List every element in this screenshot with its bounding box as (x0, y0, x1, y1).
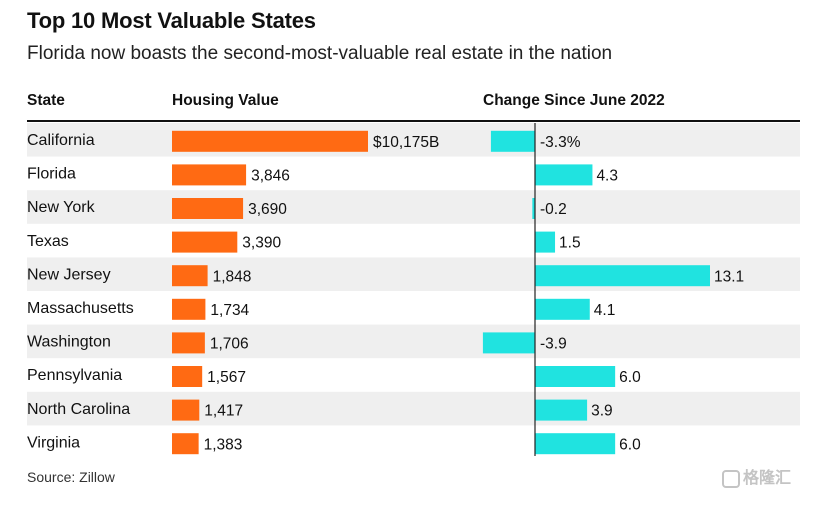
change-label: 13.1 (714, 268, 744, 285)
change-bar (535, 265, 710, 287)
change-label: -3.3% (540, 134, 581, 151)
change-bar (535, 298, 590, 320)
change-label: 6.0 (619, 436, 641, 453)
state-label: Virginia (27, 434, 80, 451)
row-stripe (27, 391, 800, 426)
state-label: Massachusetts (27, 300, 134, 317)
housing-value-label: 1,383 (204, 436, 243, 453)
housing-value-bar (172, 366, 203, 387)
housing-value-bar (172, 265, 208, 287)
state-label: New Jersey (27, 266, 111, 283)
state-label: Florida (27, 166, 76, 183)
chart-title: Top 10 Most Valuable States (27, 8, 316, 33)
chart-subtitle: Florida now boasts the second-most-valua… (27, 43, 613, 64)
housing-value-bar (172, 399, 200, 421)
state-label: New York (27, 199, 96, 216)
change-label: 4.3 (596, 167, 618, 184)
change-bar (535, 231, 556, 253)
watermark: 格隆汇 (722, 464, 791, 488)
column-header-change: Change Since June 2022 (483, 92, 665, 109)
state-label: North Carolina (27, 401, 130, 418)
change-bar (535, 399, 588, 421)
row-stripe (27, 123, 800, 157)
housing-value-bar (172, 332, 205, 354)
housing-value-label: 1,848 (213, 268, 252, 285)
change-label: 6.0 (619, 369, 641, 386)
housing-value-label: 1,706 (210, 335, 249, 352)
housing-value-label: 1,734 (210, 302, 249, 319)
row-stripe (27, 324, 800, 359)
housing-value-label: $10,175B (373, 134, 439, 151)
housing-value-label: 1,567 (207, 369, 246, 386)
column-header-housing-value: Housing Value (172, 92, 279, 109)
state-label: Pennsylvania (27, 367, 122, 384)
change-label: -0.2 (540, 201, 567, 218)
housing-value-label: 3,690 (248, 201, 287, 218)
housing-value-bar (172, 433, 199, 455)
change-label: 1.5 (559, 235, 581, 252)
housing-value-bar (172, 231, 238, 253)
change-bar (532, 198, 535, 219)
change-label: 3.9 (591, 403, 613, 420)
change-bar (535, 366, 616, 387)
header-rule (27, 120, 800, 122)
watermark-text: 格隆汇 (743, 470, 792, 487)
change-bar (535, 433, 616, 455)
housing-value-bar (172, 198, 244, 219)
change-label: -3.9 (540, 335, 567, 352)
housing-value-bar (172, 164, 247, 186)
housing-value-bar (172, 298, 206, 320)
change-bar (490, 130, 535, 152)
watermark-logo-icon (722, 469, 740, 488)
housing-value-label: 1,417 (204, 403, 243, 420)
change-bar (482, 332, 535, 354)
source-note: Source: Zillow (27, 469, 115, 485)
housing-value-label: 3,390 (242, 235, 281, 252)
housing-value-label: 3,846 (251, 167, 290, 184)
state-label: Texas (27, 233, 69, 250)
row-stripe (27, 190, 800, 224)
state-label: California (27, 132, 95, 149)
change-label: 4.1 (594, 302, 616, 319)
state-label: Washington (27, 334, 111, 351)
housing-value-bar (172, 130, 368, 152)
change-bar (535, 164, 593, 186)
column-header-state: State (27, 92, 65, 109)
